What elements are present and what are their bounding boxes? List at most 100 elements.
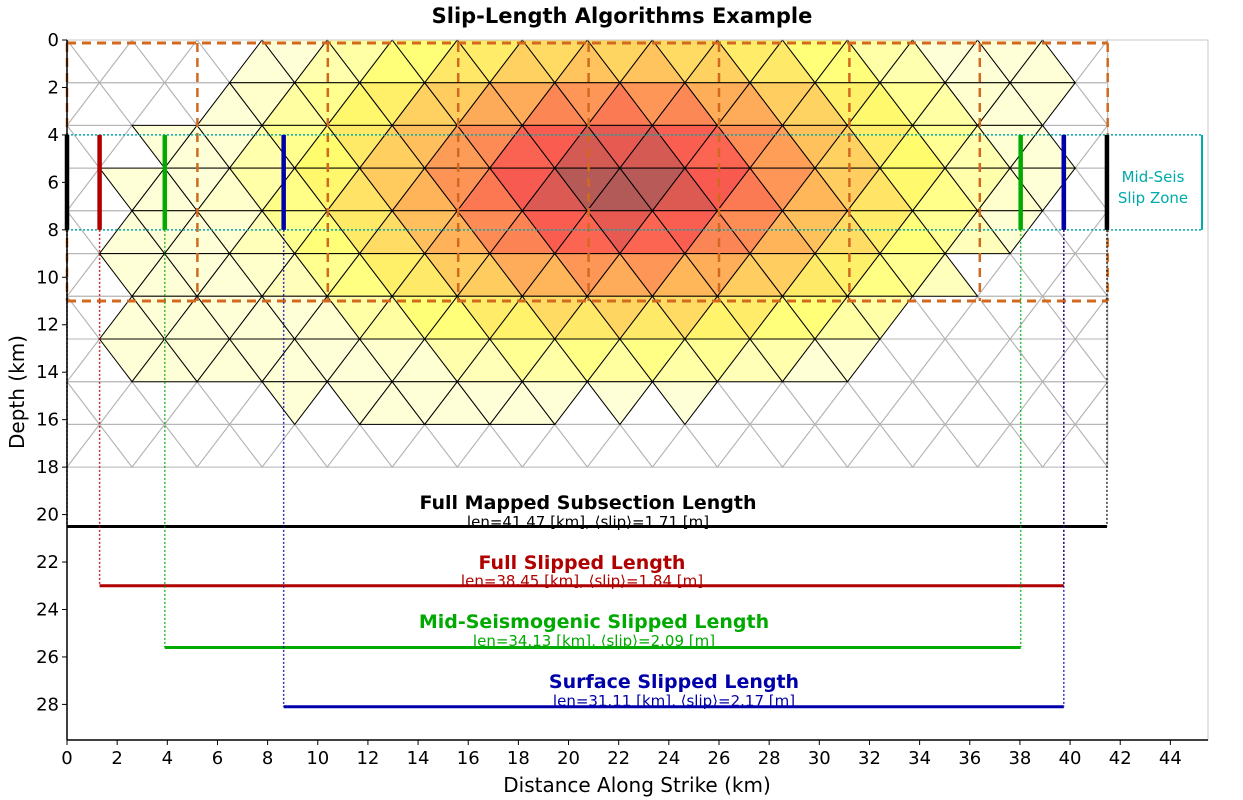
mesh-element [586,423,654,468]
x-tick-label: 4 [162,748,173,769]
mesh-element [748,380,817,425]
y-tick-label: 16 [36,410,59,431]
full-length-stats: len=38.45 [km], ⟨slip⟩=1.84 [m] [461,572,703,590]
mesh-element [618,423,686,468]
mesh-element [651,423,719,468]
x-tick-label: 18 [507,748,530,769]
x-tick-label: 42 [1109,748,1132,769]
y-tick-label: 4 [48,125,59,146]
mesh-element [1074,338,1109,384]
mesh-element [1074,82,1109,127]
mesh-element [716,381,784,426]
mesh-element [1009,380,1077,425]
y-tick-label: 2 [48,77,59,98]
y-tick-label: 0 [48,30,59,51]
y-tick-label: 20 [36,505,59,526]
mesh-element [1041,381,1109,426]
y-tick-label: 6 [48,172,59,193]
mesh-element [944,295,1012,340]
mesh-element [1041,338,1109,383]
x-tick-label: 34 [908,748,931,769]
mesh-element [1041,210,1109,255]
mid-length-title: Mid-Seismogenic Slipped Length [419,611,769,633]
mesh-element [976,338,1044,383]
mesh-element [1074,209,1109,255]
x-tick-label: 0 [61,748,72,769]
x-axis-label: Distance Along Strike (km) [503,773,771,797]
mesh-element [163,380,231,425]
slip-element [586,381,654,426]
mesh-element [98,423,166,468]
chart-title: Slip-Length Algorithms Example [432,4,813,28]
mesh-element [456,423,524,468]
x-tick-label: 44 [1159,748,1182,769]
y-tick-label: 12 [36,315,59,336]
x-tick-label: 30 [808,748,831,769]
mesh-element [911,423,979,468]
mesh-element [1074,123,1109,169]
y-tick-label: 22 [36,552,59,573]
mesh-element [423,423,491,468]
x-tick-label: 24 [657,748,680,769]
mesh-element [391,423,459,468]
zone-label-line1: Mid-Seis [1122,168,1185,186]
mesh-element [976,381,1044,426]
mesh-element [911,338,979,383]
y-tick-label: 24 [36,599,59,620]
mesh-element [878,380,947,425]
y-tick-label: 28 [36,694,59,715]
mesh-element [846,423,914,468]
x-tick-label: 40 [1059,748,1082,769]
x-tick-label: 32 [858,748,881,769]
x-tick-label: 26 [708,748,731,769]
mesh-element [130,39,199,84]
surface-length-title: Surface Slipped Length [549,671,799,693]
y-tick-label: 10 [36,267,59,288]
x-tick-label: 38 [1008,748,1031,769]
y-tick-label: 14 [36,362,59,383]
mesh-element [196,381,264,426]
mesh-element [163,423,231,468]
x-tick-label: 20 [557,748,580,769]
mapped-length-stats: len=41.47 [km], ⟨slip⟩=1.71 [m] [467,513,709,531]
mesh-element [944,338,1012,383]
zone-label-line2: Slip Zone [1118,189,1188,207]
y-axis-label: Depth (km) [5,335,29,449]
mesh-element [293,423,361,468]
mesh-element [1041,423,1109,468]
x-tick-label: 16 [457,748,480,769]
x-tick-label: 8 [262,748,273,769]
slip-element [261,381,329,426]
mesh-element [846,381,914,426]
mesh-element [813,380,882,425]
x-tick-label: 14 [407,748,430,769]
mesh-element [553,423,621,468]
mesh-element [1009,423,1077,468]
slip-element [651,381,719,426]
x-tick-label: 12 [356,748,379,769]
mesh-element [781,423,849,468]
mesh-element [1074,423,1109,469]
x-tick-label: 10 [306,748,329,769]
mesh-element [683,423,752,468]
mesh-element [1074,380,1109,425]
x-tick-label: 22 [607,748,630,769]
subsection-boxes [65,41,1109,303]
mesh-element [944,423,1012,468]
mesh-element [130,81,199,126]
slip-element [911,252,979,297]
mesh-element [781,381,849,426]
slip-element [846,295,914,340]
mesh-element [1074,167,1109,213]
mesh-element [1009,253,1077,298]
mesh-element [813,423,882,468]
mesh-element [196,423,264,468]
mesh-element [878,338,947,383]
mesh-element [911,295,979,340]
y-tick-label: 18 [36,457,59,478]
y-tick-label: 8 [48,220,59,241]
slip-patch [98,39,1077,426]
mesh-element [976,252,1044,297]
slip-element [813,338,882,383]
